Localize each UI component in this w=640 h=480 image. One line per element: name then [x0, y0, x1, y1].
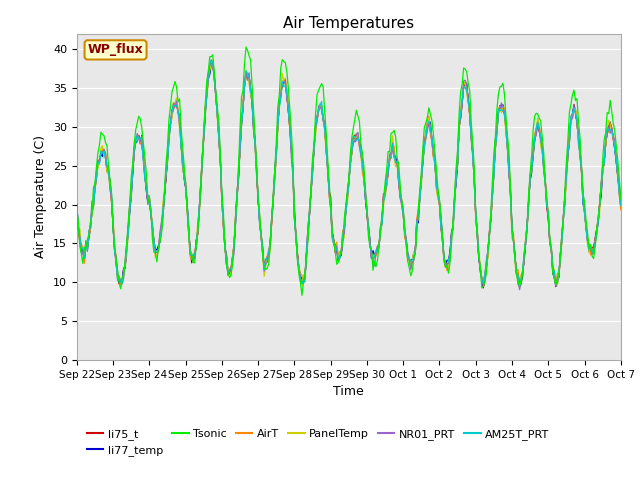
Title: Air Temperatures: Air Temperatures [284, 16, 414, 31]
Legend: li75_t, li77_temp, Tsonic, AirT, PanelTemp, NR01_PRT, AM25T_PRT: li75_t, li77_temp, Tsonic, AirT, PanelTe… [83, 424, 554, 461]
Text: WP_flux: WP_flux [88, 43, 143, 56]
X-axis label: Time: Time [333, 385, 364, 398]
Y-axis label: Air Temperature (C): Air Temperature (C) [35, 135, 47, 258]
